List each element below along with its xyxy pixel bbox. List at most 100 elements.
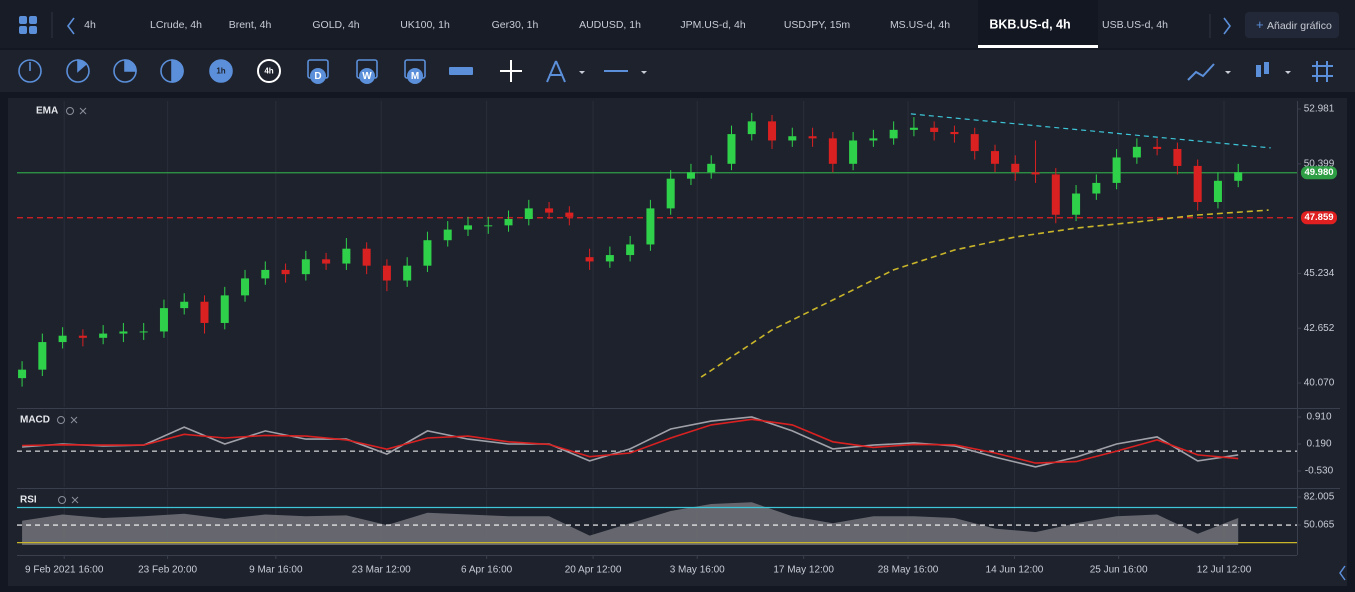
candle-body: [1173, 148, 1182, 166]
candle-body: [180, 301, 189, 309]
caret[interactable]: [579, 71, 585, 74]
x-tick-label: 3 May 16:00: [670, 565, 725, 576]
candle-body: [646, 208, 655, 245]
ruler-icon[interactable]: [449, 67, 473, 75]
apps-icon[interactable]: [19, 16, 37, 34]
panel-title: EMA: [36, 106, 58, 117]
y-tick-label: 40.070: [1304, 378, 1335, 389]
price-tag: [1301, 166, 1337, 180]
tabs: 4h LCrude, 4h Brent, 4h GOLD, 4h UK100, 1h Ge…: [84, 0, 1168, 48]
x-tick-label: 28 May 16:00: [878, 565, 939, 576]
active-tab-bg: [978, 0, 1098, 48]
candle-body: [119, 331, 128, 334]
y-tick-label: -0.530: [1305, 466, 1334, 477]
chart-area: [8, 98, 1347, 586]
tab[interactable]: UK100, 1h: [400, 19, 450, 31]
candle-body: [342, 248, 351, 264]
candle-body: [1072, 193, 1081, 215]
indicator-icon[interactable]: [1187, 63, 1215, 81]
y-tick-label: 45.234: [1304, 268, 1335, 279]
tabs-next[interactable]: [1223, 17, 1231, 35]
add-chart-label: Añadir gráfico: [1267, 20, 1332, 32]
candle-body: [605, 255, 614, 262]
tool-bar: [0, 50, 1355, 92]
tab[interactable]: USDJPY, 15m: [784, 19, 851, 31]
rsi-area: [22, 502, 1239, 545]
clock-icon[interactable]: [209, 59, 233, 83]
settings-icon[interactable]: [66, 107, 74, 115]
candle-body: [828, 138, 837, 164]
candle-body: [301, 259, 310, 275]
panel-title: MACD: [20, 415, 50, 426]
candle-body: [18, 369, 27, 379]
candle-icon[interactable]: [1256, 65, 1261, 77]
close-icon[interactable]: [79, 107, 87, 115]
tab[interactable]: Brent, 4h: [229, 19, 272, 31]
y-tick-label: 52.981: [1304, 104, 1335, 115]
apps-square: [29, 16, 37, 24]
candle-body: [362, 248, 371, 266]
candle-body: [78, 335, 87, 338]
candle-body: [241, 278, 250, 296]
candle-body: [139, 331, 148, 333]
candle-body: [909, 127, 918, 130]
tabs-prev[interactable]: [67, 17, 75, 35]
tab[interactable]: USB.US-d, 4h: [1102, 19, 1168, 31]
active-tab[interactable]: BKB.US-d, 4h: [989, 17, 1070, 31]
y-tick-label: 82.005: [1304, 492, 1335, 503]
candle-body: [747, 121, 756, 135]
price-tag: [1301, 211, 1337, 225]
caret[interactable]: [641, 71, 647, 74]
tab[interactable]: Ger30, 1h: [492, 19, 539, 31]
candle-body: [463, 225, 472, 230]
candle-body: [484, 225, 493, 227]
tab[interactable]: JPM.US-d, 4h: [680, 19, 746, 31]
calendar-badge: [359, 68, 375, 84]
candle-body: [707, 163, 716, 173]
caret[interactable]: [1285, 71, 1291, 74]
candle-body: [382, 265, 391, 281]
crosshair-icon[interactable]: [500, 60, 522, 82]
x-tick-label: 20 Apr 12:00: [565, 565, 622, 576]
clock-icon-active[interactable]: [257, 59, 281, 83]
price-tag-label: 47.859: [1304, 212, 1333, 223]
settings-icon[interactable]: [57, 416, 65, 424]
x-tick-label: 9 Mar 16:00: [249, 565, 303, 576]
candle-body: [585, 257, 594, 262]
scroll-right[interactable]: [1339, 565, 1346, 581]
macd-line: [22, 418, 1239, 464]
candle-body: [443, 229, 452, 241]
x-tick-label: 12 Jul 12:00: [1197, 565, 1252, 576]
timeframe-label: 1h: [216, 67, 225, 76]
draw-icon[interactable]: [546, 60, 566, 83]
candle-body: [889, 129, 898, 139]
ema-line: [700, 209, 1269, 378]
close-icon[interactable]: [70, 416, 78, 424]
candle-body: [626, 244, 635, 256]
candle-body: [686, 172, 695, 179]
apps-square: [29, 26, 37, 34]
caret[interactable]: [1225, 71, 1231, 74]
candle-body: [930, 127, 939, 132]
tab[interactable]: MS.US-d, 4h: [890, 19, 950, 31]
candle-body: [261, 269, 270, 279]
clock-icon[interactable]: [18, 59, 42, 83]
settings-icon[interactable]: [58, 496, 66, 504]
grid-icon[interactable]: [1312, 61, 1333, 82]
tab[interactable]: GOLD, 4h: [312, 19, 359, 31]
candle-body: [768, 121, 777, 141]
close-icon[interactable]: [71, 496, 79, 504]
candle-body: [38, 342, 47, 370]
panel-title: RSI: [20, 495, 37, 506]
plots: 52.981 50.399 45.234 42.652 40.070 EMA 49.980 4…: [17, 101, 1337, 576]
add-chart-button[interactable]: [1245, 12, 1339, 38]
tab[interactable]: AUDUSD, 1h: [579, 19, 641, 31]
tab[interactable]: 4h: [84, 19, 96, 31]
x-tick-label: 14 Jun 12:00: [986, 565, 1044, 576]
candle-body: [1092, 182, 1101, 194]
candle-body: [58, 335, 67, 343]
tab[interactable]: LCrude, 4h: [150, 19, 202, 31]
x-tick-label: 23 Feb 20:00: [138, 565, 197, 576]
candle-body: [1213, 180, 1222, 203]
